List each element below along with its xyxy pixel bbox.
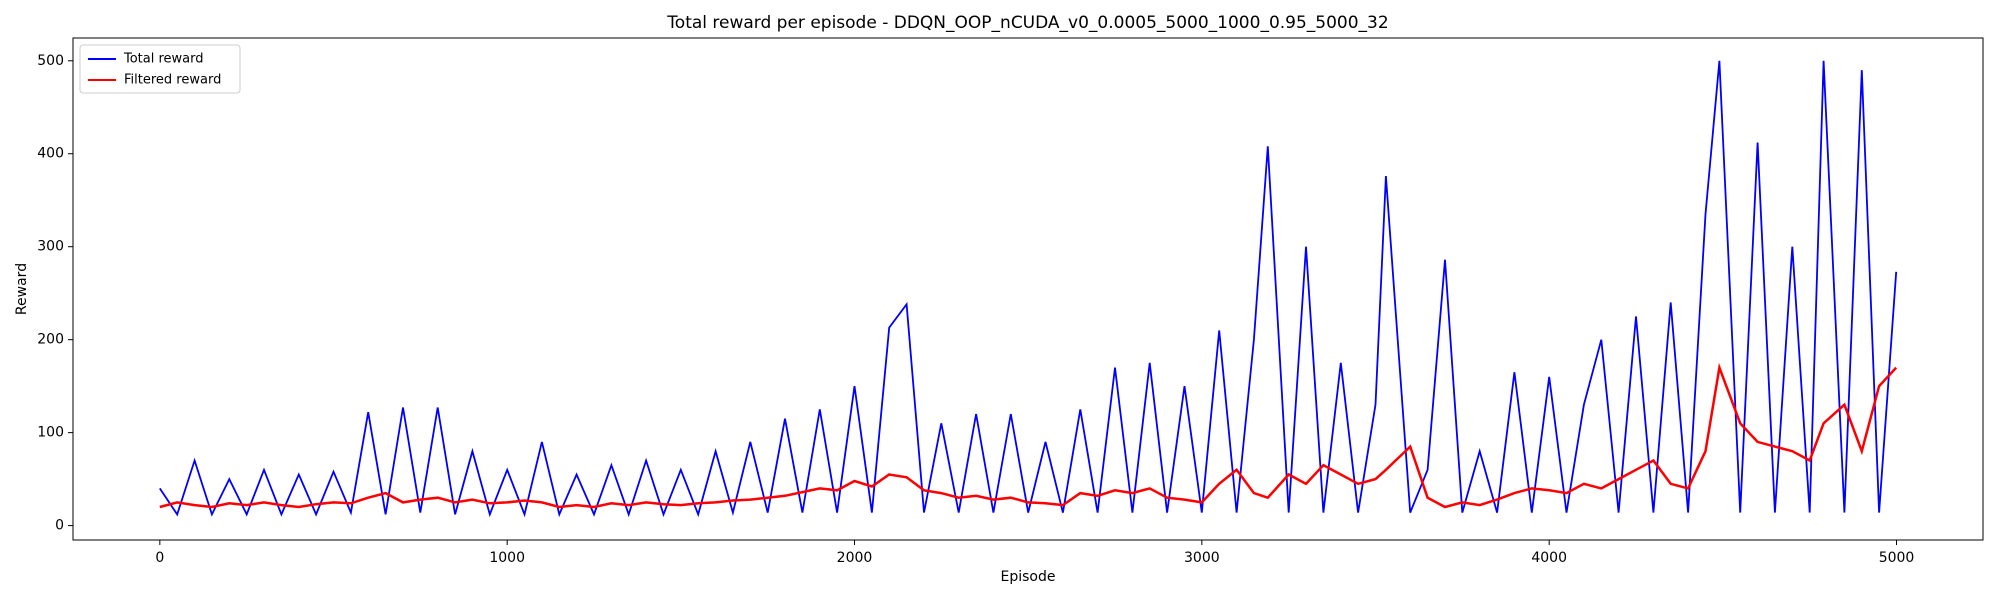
legend-label: Filtered reward <box>124 73 221 88</box>
y-tick-label: 0 <box>55 518 64 534</box>
x-tick-label: 1000 <box>489 550 525 566</box>
legend-box <box>79 44 241 94</box>
y-axis-label: Reward <box>14 263 30 315</box>
x-tick-label: 3000 <box>1184 550 1220 566</box>
x-tick-label: 2000 <box>837 550 873 566</box>
y-tick-label: 100 <box>37 425 64 441</box>
y-tick-label: 500 <box>37 53 64 69</box>
x-tick-label: 0 <box>155 550 164 566</box>
chart-title: Total reward per episode - DDQN_OOP_nCUD… <box>666 13 1388 33</box>
x-axis-label: Episode <box>1001 569 1056 585</box>
x-tick-label: 4000 <box>1531 550 1567 566</box>
legend: Total reward Filtered reward <box>79 44 241 94</box>
series-line <box>159 60 1898 518</box>
y-tick-label: 400 <box>37 146 64 162</box>
plot-frame <box>72 37 1984 541</box>
y-tick-label: 300 <box>37 239 64 255</box>
x-tick-label: 5000 <box>1879 550 1915 566</box>
series-line <box>159 362 1898 509</box>
legend-label: Total reward <box>123 52 204 67</box>
y-tick-label: 200 <box>37 332 64 348</box>
